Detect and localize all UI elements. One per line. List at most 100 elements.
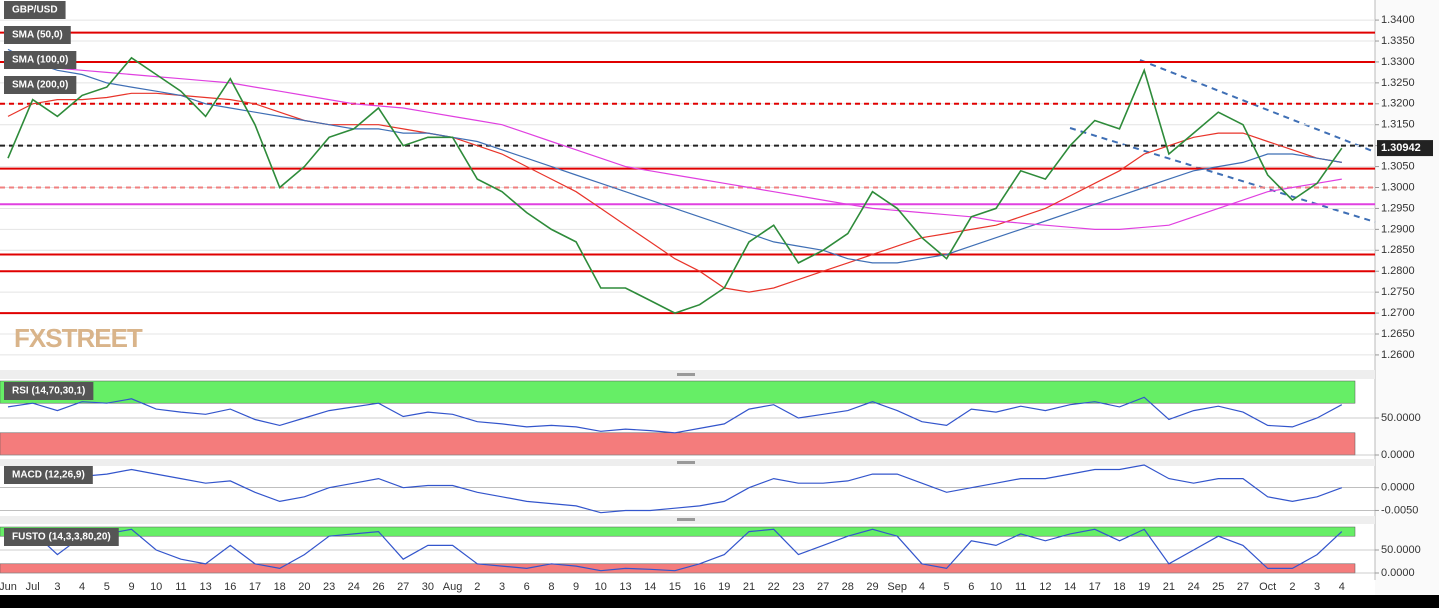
x-tick-label: 9: [128, 581, 134, 593]
x-tick-label: 10: [150, 581, 162, 593]
y-tick-label: 50.0000: [1381, 544, 1421, 556]
x-tick-label: Jun: [0, 581, 17, 593]
x-tick-label: Jul: [26, 581, 40, 593]
series-line: [7, 56, 1343, 314]
y-tick-label: 1.2900: [1381, 223, 1415, 235]
x-tick-label: 4: [79, 581, 85, 593]
x-tick-label: 24: [348, 581, 360, 593]
x-tick-label: 3: [1314, 581, 1320, 593]
y-tick-label: 1.2650: [1381, 328, 1415, 340]
x-tick-label: 5: [944, 581, 950, 593]
y-tick-label: 1.2800: [1381, 265, 1415, 277]
x-tick-label: 21: [1163, 581, 1175, 593]
x-tick-label: Aug: [443, 581, 463, 593]
trendline: [1069, 127, 1376, 223]
x-tick-label: 28: [842, 581, 854, 593]
x-tick-label: 14: [1064, 581, 1076, 593]
x-tick-label: 27: [397, 581, 409, 593]
x-tick-label: 18: [1113, 581, 1125, 593]
x-tick-label: 19: [718, 581, 730, 593]
band: [0, 526, 1356, 537]
handle[interactable]: [677, 373, 695, 376]
y-tick-label: 50.0000: [1381, 412, 1421, 424]
y-tick-label: 1.3000: [1381, 181, 1415, 193]
x-tick-label: 13: [199, 581, 211, 593]
x-tick-label: 19: [1138, 581, 1150, 593]
panel-label: RSI (14,70,30,1): [12, 386, 85, 397]
panel-label-box: [4, 51, 77, 69]
panel-label: SMA (50,0): [12, 30, 63, 41]
x-tick-label: 8: [548, 581, 554, 593]
y-tick-label: 1.2750: [1381, 286, 1415, 298]
x-tick-label: 3: [499, 581, 505, 593]
y-tick-label: 0.0000: [1381, 482, 1415, 494]
y-tick-label: 1.2950: [1381, 202, 1415, 214]
x-tick-label: 4: [919, 581, 925, 593]
x-tick-label: 12: [1039, 581, 1051, 593]
y-tick-label: 0.0000: [1381, 449, 1415, 461]
series-line: [7, 396, 1343, 434]
x-tick-label: 30: [422, 581, 434, 593]
panel-label: SMA (200,0): [12, 80, 68, 91]
x-tick-label: 9: [573, 581, 579, 593]
x-tick-label: 10: [990, 581, 1002, 593]
panel-label-box: [4, 1, 66, 19]
band: [0, 432, 1356, 456]
panel-label: GBP/USD: [12, 5, 58, 16]
panel-label: MACD (12,26,9): [12, 470, 85, 481]
x-tick-label: 17: [1089, 581, 1101, 593]
bottom-bar: [0, 595, 1439, 608]
y-tick-label: 1.2700: [1381, 307, 1415, 319]
price-axis: [1375, 0, 1439, 595]
band: [0, 563, 1356, 574]
y-tick-label: 1.3050: [1381, 160, 1415, 172]
x-tick-label: Oct: [1259, 581, 1276, 593]
price-label: 1.30942: [1381, 142, 1421, 154]
y-tick-label: 1.3300: [1381, 56, 1415, 68]
y-tick-label: 1.3200: [1381, 98, 1415, 110]
x-tick-label: 24: [1187, 581, 1199, 593]
x-tick-label: 5: [104, 581, 110, 593]
panel-label-box: [4, 26, 71, 44]
x-tick-label: 20: [298, 581, 310, 593]
panel-label-box: [4, 382, 94, 400]
panel-label-box: [4, 76, 77, 94]
series-line: [7, 464, 1343, 514]
series-line: [7, 61, 1342, 230]
x-tick-label: 11: [1015, 581, 1026, 593]
series-line: [7, 92, 1342, 293]
y-tick-label: 0.0000: [1381, 567, 1415, 579]
series-line: [7, 48, 1342, 264]
x-tick-label: 11: [175, 581, 186, 593]
x-tick-label: 14: [644, 581, 656, 593]
price-box: [1377, 140, 1433, 157]
x-tick-label: 17: [249, 581, 261, 593]
x-tick-label: 3: [54, 581, 60, 593]
x-tick-label: 6: [524, 581, 530, 593]
panel-label: SMA (100,0): [12, 55, 68, 66]
x-tick-label: 16: [693, 581, 705, 593]
x-tick-label: 6: [968, 581, 974, 593]
y-tick-label: 1.3350: [1381, 35, 1415, 47]
x-tick-label: 29: [866, 581, 878, 593]
x-tick-label: Sep: [887, 581, 907, 593]
y-tick-label: -0.0050: [1381, 504, 1418, 516]
x-tick-label: 27: [1237, 581, 1249, 593]
x-tick-label: 2: [474, 581, 480, 593]
x-tick-label: 22: [768, 581, 780, 593]
x-tick-label: 23: [792, 581, 804, 593]
x-tick-label: 10: [595, 581, 607, 593]
x-tick-label: 16: [224, 581, 236, 593]
y-tick-label: 1.3250: [1381, 77, 1415, 89]
y-tick-label: 1.3150: [1381, 119, 1415, 131]
x-tick-label: 18: [274, 581, 286, 593]
x-tick-label: 27: [817, 581, 829, 593]
y-tick-label: 1.2850: [1381, 244, 1415, 256]
x-tick-label: 23: [323, 581, 335, 593]
panel-label-box: [4, 528, 119, 546]
x-tick-label: 13: [619, 581, 631, 593]
handle[interactable]: [677, 461, 695, 464]
watermark: FXSTREET: [14, 323, 143, 353]
handle[interactable]: [677, 518, 695, 521]
